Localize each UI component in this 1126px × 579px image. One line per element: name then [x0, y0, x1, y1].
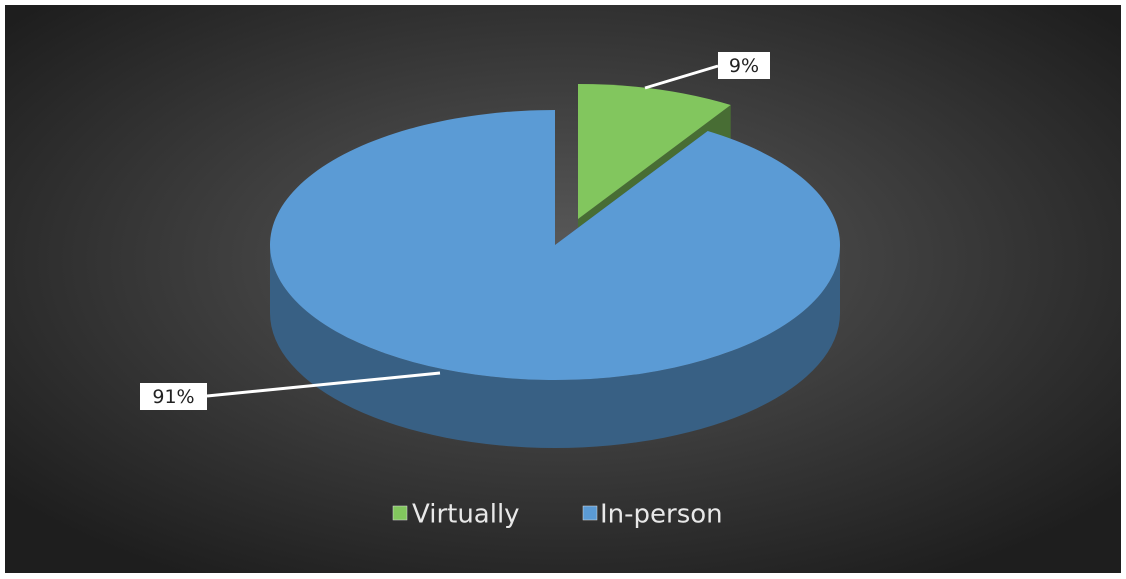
- slice: [270, 110, 841, 380]
- legend-swatch: [582, 505, 598, 521]
- data-label: 91%: [152, 386, 194, 408]
- legend-label: In-person: [600, 500, 723, 530]
- legend-swatch: [392, 505, 408, 521]
- pie: [270, 84, 841, 448]
- leader-line: [206, 371, 441, 398]
- data-labels: 9% 91%: [140, 52, 770, 410]
- slice: [578, 84, 731, 219]
- label-box: [140, 383, 207, 410]
- leader-line: [644, 64, 719, 90]
- label-box: [718, 52, 770, 79]
- data-label: 9%: [729, 55, 759, 77]
- legend: Virtually In-person: [392, 500, 723, 530]
- slice-side: [270, 245, 840, 448]
- legend-label: Virtually: [412, 500, 520, 530]
